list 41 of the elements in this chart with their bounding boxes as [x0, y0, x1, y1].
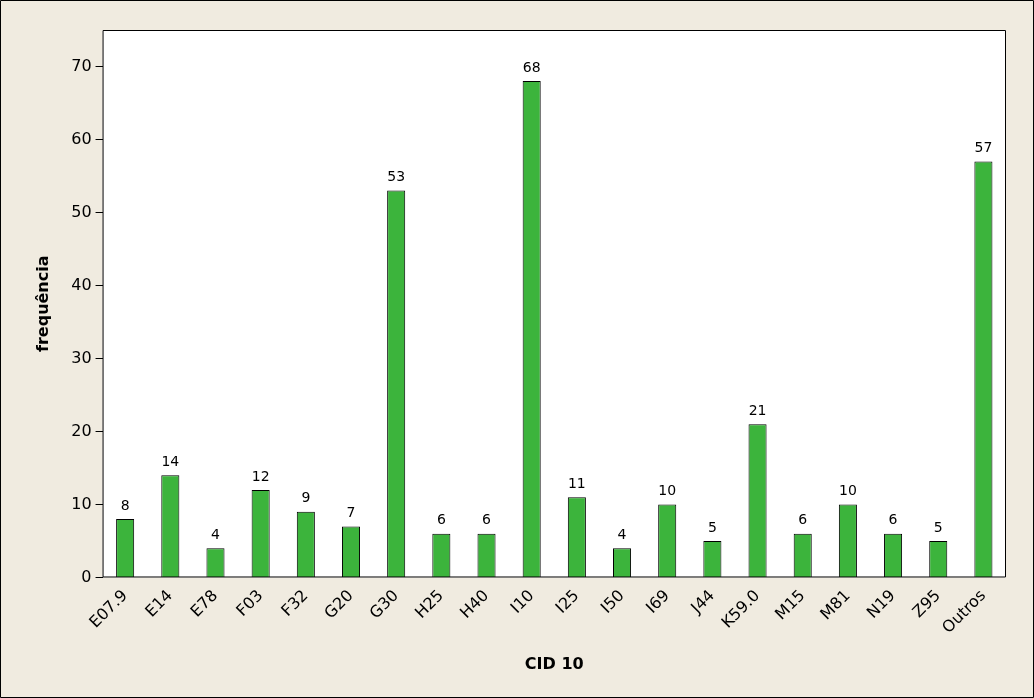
data-label: 53: [387, 168, 406, 185]
data-label: 6: [482, 511, 492, 528]
data-label: 4: [211, 525, 221, 542]
data-label: 6: [888, 511, 898, 528]
x-tick-label: I50: [596, 585, 628, 617]
data-label: 10: [658, 482, 677, 499]
data-label: 8: [120, 496, 130, 513]
data-label: 6: [798, 511, 808, 528]
data-label: 5: [933, 518, 943, 535]
x-tick-label: J44: [686, 585, 719, 618]
y-tick-label: 70: [71, 55, 92, 75]
x-tick-label: E14: [141, 585, 177, 621]
y-tick-label: 20: [71, 420, 92, 440]
data-label: 57: [974, 139, 993, 156]
data-label: 7: [346, 504, 356, 521]
x-tick-label: I10: [506, 585, 538, 617]
y-tick-label: 50: [71, 201, 92, 221]
x-tick-label: G20: [320, 585, 357, 623]
x-tick-label: I25: [551, 585, 583, 617]
y-axis-title: frequência: [32, 255, 52, 353]
x-tick-label: F32: [277, 585, 312, 620]
x-tick-label: F03: [232, 585, 267, 620]
y-tick-label: 40: [71, 274, 92, 294]
data-label: 9: [301, 489, 311, 506]
data-label: 21: [748, 401, 767, 418]
data-label: 68: [522, 58, 541, 75]
x-tick-label: G30: [365, 585, 402, 623]
x-tick-label: E78: [186, 585, 222, 621]
y-tick-label: 60: [71, 128, 92, 148]
y-tick-label: 30: [71, 347, 92, 367]
data-label: 12: [251, 467, 270, 484]
data-label: 14: [161, 452, 180, 469]
y-tick-label: 10: [71, 493, 92, 513]
data-label: 11: [567, 474, 586, 491]
x-tick-label: I69: [641, 585, 673, 617]
x-axis-title: CID 10: [524, 653, 584, 673]
data-label: 5: [707, 518, 717, 535]
data-label: 6: [436, 511, 446, 528]
data-label: 4: [617, 525, 627, 542]
y-tick-label: 0: [81, 566, 92, 586]
data-label: 10: [838, 482, 857, 499]
